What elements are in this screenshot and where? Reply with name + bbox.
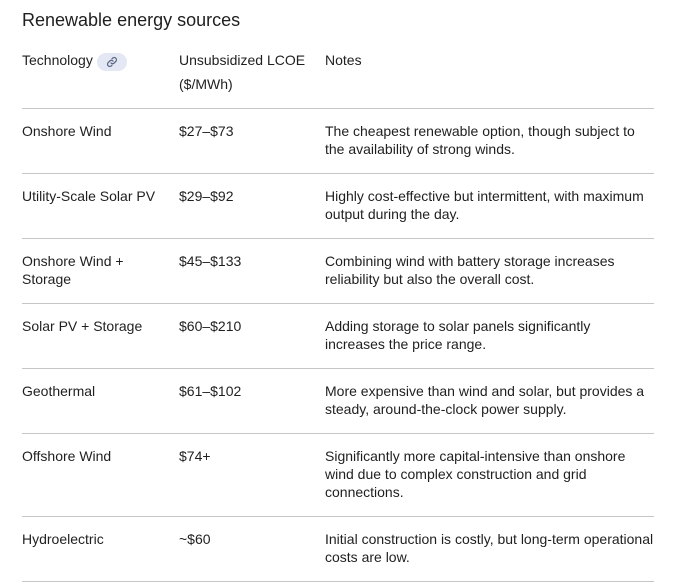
- cell-technology: Onshore Wind + Storage: [22, 253, 124, 287]
- table-row: Offshore Wind $74+ Significantly more ca…: [22, 434, 654, 517]
- renewable-energy-table: Technology Unsubsidized LCOE ($/MWh) Not…: [22, 44, 654, 582]
- table-row: Solar PV + Storage $60–$210 Adding stora…: [22, 304, 654, 369]
- cell-lcoe: $45–$133: [179, 253, 242, 269]
- header-technology: Technology: [22, 44, 179, 109]
- header-technology-label: Technology: [22, 52, 93, 68]
- table-row: Onshore Wind $27–$73 The cheapest renewa…: [22, 109, 654, 174]
- cell-lcoe: $29–$92: [179, 188, 234, 204]
- cell-technology: Solar PV + Storage: [22, 318, 143, 334]
- cell-notes: Highly cost-effective but intermittent, …: [325, 188, 644, 222]
- table-header-row: Technology Unsubsidized LCOE ($/MWh) Not…: [22, 44, 654, 109]
- cell-technology: Hydroelectric: [22, 531, 104, 547]
- table-row: Utility-Scale Solar PV $29–$92 Highly co…: [22, 174, 654, 239]
- cell-notes: Significantly more capital-intensive tha…: [325, 448, 626, 500]
- table-row: Geothermal $61–$102 More expensive than …: [22, 369, 654, 434]
- link-icon[interactable]: [96, 53, 127, 71]
- cell-lcoe: $60–$210: [179, 318, 242, 334]
- cell-lcoe: ~$60: [179, 531, 211, 547]
- page-title: Renewable energy sources: [22, 10, 241, 30]
- cell-technology: Utility-Scale Solar PV: [22, 188, 156, 204]
- cell-technology: Geothermal: [22, 383, 96, 399]
- table-row: Hydroelectric ~$60 Initial construction …: [22, 517, 654, 582]
- header-notes: Notes: [325, 52, 362, 68]
- cell-lcoe: $61–$102: [179, 383, 242, 399]
- cell-lcoe: $27–$73: [179, 123, 234, 139]
- cell-technology: Offshore Wind: [22, 448, 112, 464]
- cell-technology: Onshore Wind: [22, 123, 112, 139]
- cell-notes: Combining wind with battery storage incr…: [325, 253, 615, 287]
- cell-notes: More expensive than wind and solar, but …: [325, 383, 645, 417]
- table-row: Onshore Wind + Storage $45–$133 Combinin…: [22, 239, 654, 304]
- cell-notes: Initial construction is costly, but long…: [325, 531, 654, 565]
- cell-notes: The cheapest renewable option, though su…: [325, 123, 635, 157]
- header-lcoe: Unsubsidized LCOE ($/MWh): [179, 52, 306, 92]
- cell-notes: Adding storage to solar panels significa…: [325, 318, 591, 352]
- cell-lcoe: $74+: [179, 448, 211, 464]
